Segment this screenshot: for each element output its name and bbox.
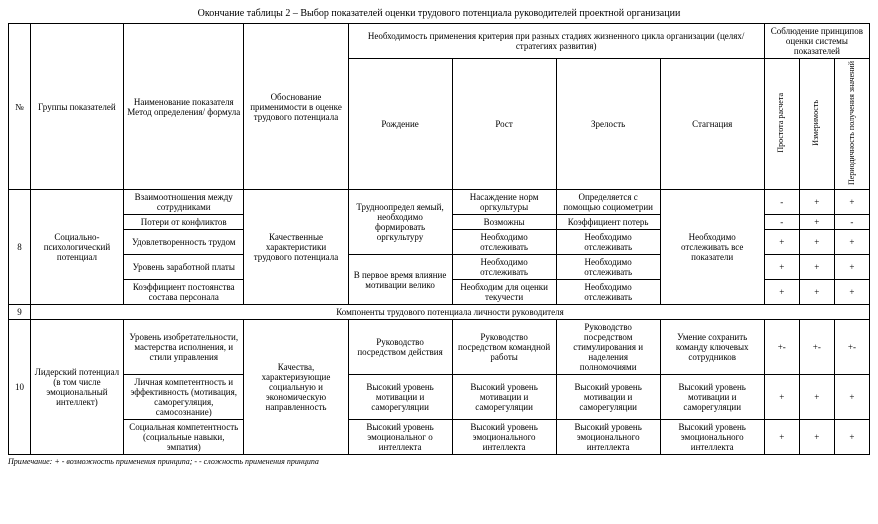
cell-group: Социально-психологический потенциал (30, 190, 123, 305)
col-group: Группы показателей (30, 24, 123, 190)
col-name: Наименование показателя Метод определени… (124, 24, 244, 190)
cell-maturity: Необходимо отслеживать (556, 255, 660, 280)
table-row: Личная компетентность и эффективность (м… (9, 375, 870, 420)
cell-maturity: Высокий уровень эмоционального интеллект… (556, 420, 660, 455)
cell-stagnation: Необходимо отслеживать все показатели (660, 190, 764, 305)
cell-growth: Высокий уровень эмоционального интеллект… (452, 420, 556, 455)
col-necessity: Необходимость применения критерия при ра… (348, 24, 764, 59)
cell-p1: + (764, 375, 799, 420)
evaluation-table: № Группы показателей Наименование показа… (8, 23, 870, 455)
cell-num: 8 (9, 190, 31, 305)
cell-p2: + (799, 280, 834, 305)
cell-maturity: Высокий уровень мотивации и саморегуляци… (556, 375, 660, 420)
cell-birth: В первое время влияние мотивации велико (348, 255, 452, 305)
cell-p1: +- (764, 320, 799, 375)
cell-p1: - (764, 215, 799, 230)
cell-growth: Высокий уровень мотивации и саморегуляци… (452, 375, 556, 420)
cell-name: Удовлетворенность трудом (124, 230, 244, 255)
cell-maturity: Коэффициент потерь (556, 215, 660, 230)
cell-p2: + (799, 230, 834, 255)
col-just: Обоснование применимости в оценке трудов… (244, 24, 348, 190)
cell-birth: Высокий уровень эмоциональног о интеллек… (348, 420, 452, 455)
cell-stagnation: Умение сохранить команду ключевых сотруд… (660, 320, 764, 375)
cell-just: Качественные характеристики трудового по… (244, 190, 348, 305)
cell-just: Качества, характеризующие социальную и э… (244, 320, 348, 455)
cell-p2: + (799, 420, 834, 455)
cell-p3: + (834, 375, 869, 420)
cell-growth: Возможны (452, 215, 556, 230)
cell-maturity: Руководство посредством стимулирования и… (556, 320, 660, 375)
col-growth: Рост (452, 59, 556, 190)
cell-name: Личная компетентность и эффективность (м… (124, 375, 244, 420)
cell-p1: + (764, 255, 799, 280)
col-stagnation: Стагнация (660, 59, 764, 190)
cell-growth: Необходимо отслеживать (452, 230, 556, 255)
cell-p3: + (834, 190, 869, 215)
col-num: № (9, 24, 31, 190)
table-caption: Окончание таблицы 2 – Выбор показателей … (8, 8, 870, 19)
cell-p3: + (834, 280, 869, 305)
col-p3: Периодичность получения значений (834, 59, 869, 190)
cell-growth: Насаждение норм оргкультуры (452, 190, 556, 215)
cell-name: Коэффициент постоянства состава персонал… (124, 280, 244, 305)
cell-p3: - (834, 215, 869, 230)
section-title: Компоненты трудового потенциала личности… (30, 305, 869, 320)
cell-p3: + (834, 420, 869, 455)
cell-growth: Необходим для оценки текучести (452, 280, 556, 305)
cell-p2: + (799, 255, 834, 280)
cell-p1: + (764, 230, 799, 255)
cell-maturity: Необходимо отслеживать (556, 230, 660, 255)
cell-num: 9 (9, 305, 31, 320)
cell-name: Уровень изобретательности, мастерства ис… (124, 320, 244, 375)
cell-name: Потери от конфликтов (124, 215, 244, 230)
col-maturity: Зрелость (556, 59, 660, 190)
cell-p3: + (834, 230, 869, 255)
cell-maturity: Необходимо отслеживать (556, 280, 660, 305)
cell-name: Взаимоотношения между сотрудниками (124, 190, 244, 215)
cell-birth: Высокий уровень мотивации и саморегуляци… (348, 375, 452, 420)
cell-birth: Трудноопредел яемый, необходимо формиров… (348, 190, 452, 255)
cell-p1: + (764, 420, 799, 455)
table-row: 10 Лидерский потенциал (в том числе эмоц… (9, 320, 870, 375)
cell-birth: Руководство посредством действия (348, 320, 452, 375)
cell-group: Лидерский потенциал (в том числе эмоцион… (30, 320, 123, 455)
footnote: Примечание: + - возможность применения п… (8, 457, 870, 466)
cell-p2: + (799, 215, 834, 230)
cell-num: 10 (9, 320, 31, 455)
col-birth: Рождение (348, 59, 452, 190)
cell-p2: +- (799, 320, 834, 375)
cell-name: Уровень заработной платы (124, 255, 244, 280)
cell-stagnation: Высокий уровень эмоционального интеллект… (660, 420, 764, 455)
table-row: 8 Социально-психологический потенциал Вз… (9, 190, 870, 215)
cell-p1: + (764, 280, 799, 305)
cell-growth: Необходимо отслеживать (452, 255, 556, 280)
cell-p2: + (799, 375, 834, 420)
section-row: 9 Компоненты трудового потенциала личнос… (9, 305, 870, 320)
col-p2: Измеримость (799, 59, 834, 190)
cell-name: Социальная компетентность (социальные на… (124, 420, 244, 455)
cell-p3: +- (834, 320, 869, 375)
table-row: Социальная компетентность (социальные на… (9, 420, 870, 455)
cell-p2: + (799, 190, 834, 215)
cell-maturity: Определяется с помощью социометрии (556, 190, 660, 215)
cell-growth: Руководство посредством командной работы (452, 320, 556, 375)
cell-stagnation: Высокий уровень мотивации и саморегуляци… (660, 375, 764, 420)
col-p1: Простота расчета (764, 59, 799, 190)
cell-p1: - (764, 190, 799, 215)
cell-p3: + (834, 255, 869, 280)
col-principles: Соблюдение принципов оценки системы пока… (764, 24, 869, 59)
